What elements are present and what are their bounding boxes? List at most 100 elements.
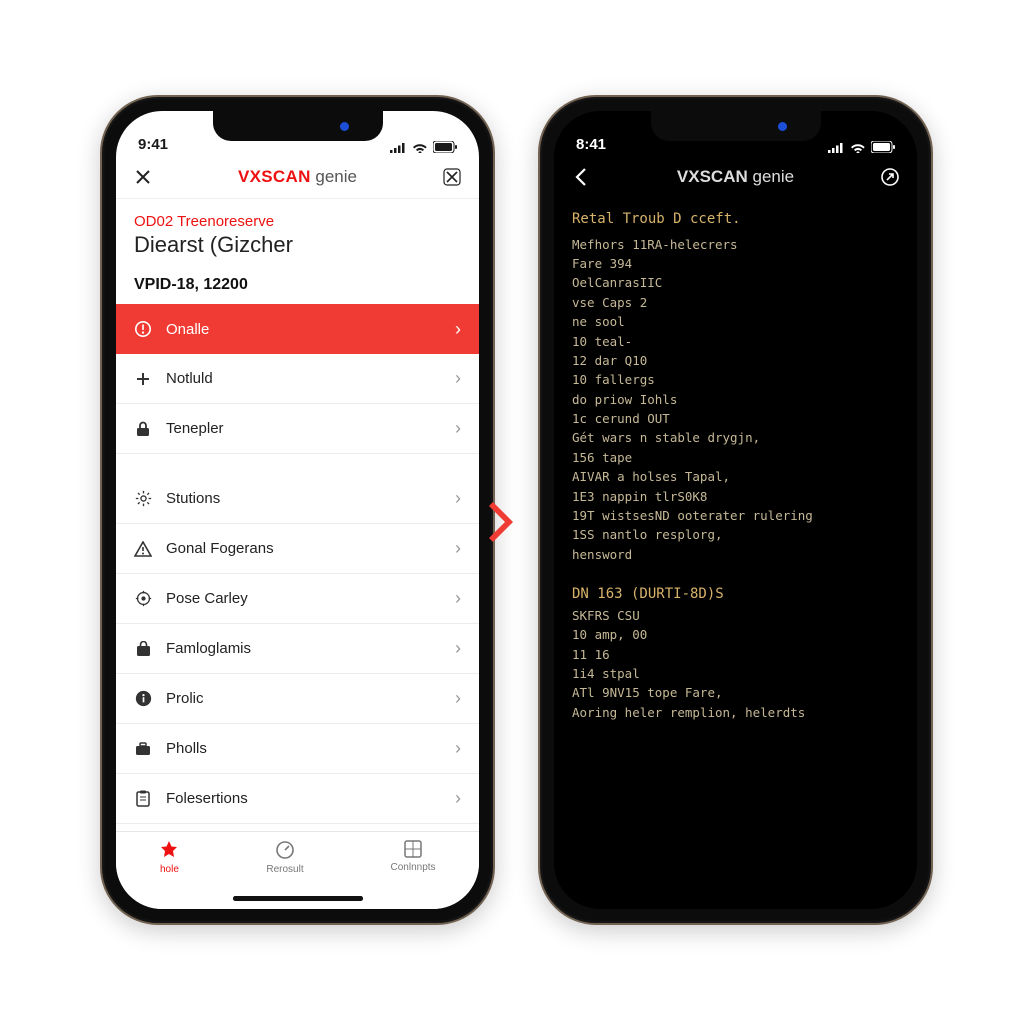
chevron-right-icon: › [455,538,461,559]
log-line: Mefhors 11RA-helecrers [572,237,738,252]
navbar: VXSCAN genie [554,155,917,199]
chevron-right-icon: › [455,588,461,609]
transition-arrow-icon [485,498,525,546]
log-line: ne sool [572,314,625,329]
log-line: 11 16 [572,647,610,662]
menu-item-folesertions[interactable]: Folesertions › [116,774,479,824]
section-heading: DN 163 (DURTI-8D)S [572,584,899,606]
header-title: Diearst (Gizcher [134,232,461,258]
menu-item-gonal fogerans[interactable]: Gonal Fogerans › [116,524,479,574]
app-title: VXSCAN genie [677,167,794,187]
grid-icon [404,840,422,858]
brand-prefix: VXSCAN [238,167,311,186]
star-icon [159,840,179,860]
battery-icon [433,141,457,153]
tab-label: Conlnnpts [391,862,436,873]
brand-suffix: genie [311,167,357,186]
navbar: VXSCAN genie [116,155,479,199]
status-time: 9:41 [138,136,168,153]
status-indicators [390,141,457,153]
section-heading: Retal Troub D cceft. [572,209,899,231]
gear-icon [134,490,152,507]
tab-conlnnpts[interactable]: Conlnnpts [391,840,436,909]
menu-item-label: Gonal Fogerans [166,540,441,557]
share-icon[interactable] [879,166,901,188]
menu-item-famloglamis[interactable]: Famloglamis› [116,624,479,674]
log-line: 10 teal- [572,334,632,349]
chevron-right-icon: › [455,418,461,439]
menu-item-label: Pholls [166,740,441,757]
log-line: 10 amp, 00 [572,627,647,642]
notch [651,111,821,141]
menu-list: Onalle›Notluld›Tenepler›Stutions›Gonal F… [116,304,479,824]
tab-label: Rerosult [266,864,303,875]
log-line: 1c cerund OUT [572,411,670,426]
info-icon [134,690,152,707]
log-line: OelCanrasIIC [572,275,662,290]
cellular-icon [828,142,845,153]
plus-icon [134,371,152,387]
log-line: SKFRS CSU [572,608,640,623]
chevron-right-icon: › [455,368,461,389]
back-icon[interactable] [570,166,592,188]
header-subtitle: OD02 Treenoreserve [134,213,461,230]
app-title: VXSCAN genie [238,167,357,187]
menu-item-onalle[interactable]: Onalle › [116,304,479,354]
chevron-right-icon: › [455,638,461,659]
log-line: Aoring heler remplion, helerdts [572,705,805,720]
menu-item-pholls[interactable]: Pholls › [116,724,479,774]
chevron-right-icon: › [455,688,461,709]
lock-icon [134,421,152,437]
chevron-right-icon: › [455,788,461,809]
phone-left: 9:41 VXSCAN genie OD02 Treenoreserve Die… [100,95,495,925]
menu-item-tenepler[interactable]: Tenepler› [116,404,479,454]
phone-right: 8:41 VXSCAN genie Retal Troub D cceft. Me… [538,95,933,925]
log-line: 1SS nantlo resplorg, [572,527,723,542]
menu-item-stutions[interactable]: Stutions › [116,474,479,524]
header-code: VPID-18, 12200 [134,276,461,294]
log-line: AIVAR a holses Tapal, [572,469,730,484]
tab-hole[interactable]: hole [159,840,179,909]
wifi-icon [412,142,428,153]
target-icon [134,590,152,607]
chevron-right-icon: › [455,738,461,759]
alert-circle-icon [134,320,152,338]
log-line: vse Caps 2 [572,295,647,310]
wifi-icon [850,142,866,153]
home-indicator [233,896,363,901]
clipboard-icon [134,790,152,807]
tab-label: hole [160,864,179,875]
brand-prefix: VXSCAN [677,167,748,186]
dismiss-icon[interactable] [441,166,463,188]
brand-suffix: genie [748,167,794,186]
log-line: 1i4 stpal [572,666,640,681]
menu-item-label: Prolic [166,690,441,707]
chevron-right-icon: › [455,319,461,340]
menu-item-label: Onalle [166,321,441,338]
gauge-icon [275,840,295,860]
status-time: 8:41 [576,136,606,153]
menu-item-label: Folesertions [166,790,441,807]
menu-item-prolic[interactable]: Prolic › [116,674,479,724]
log-line: Fare 394 [572,256,632,271]
log-line: 1E3 nappin tlrS0K8 [572,489,707,504]
menu-item-label: Stutions [166,490,441,507]
bag-icon [134,641,152,657]
terminal-output: Retal Troub D cceft. Mefhors 11RA-helecre… [554,199,917,732]
log-line: do priow Iohls [572,392,677,407]
log-line: 19T wistsesND ooterater rulering [572,508,813,523]
notch [213,111,383,141]
log-line: Gét wars n stable drygjn, [572,430,760,445]
log-line: 10 fallergs [572,372,655,387]
menu-item-notluld[interactable]: Notluld› [116,354,479,404]
chevron-right-icon: › [455,488,461,509]
warning-icon [134,541,152,557]
close-icon[interactable] [132,166,154,188]
menu-item-label: Pose Carley [166,590,441,607]
cellular-icon [390,142,407,153]
menu-spacer [116,454,479,474]
log-line: hensword [572,547,632,562]
battery-icon [871,141,895,153]
briefcase-icon [134,742,152,756]
menu-item-pose carley[interactable]: Pose Carley › [116,574,479,624]
